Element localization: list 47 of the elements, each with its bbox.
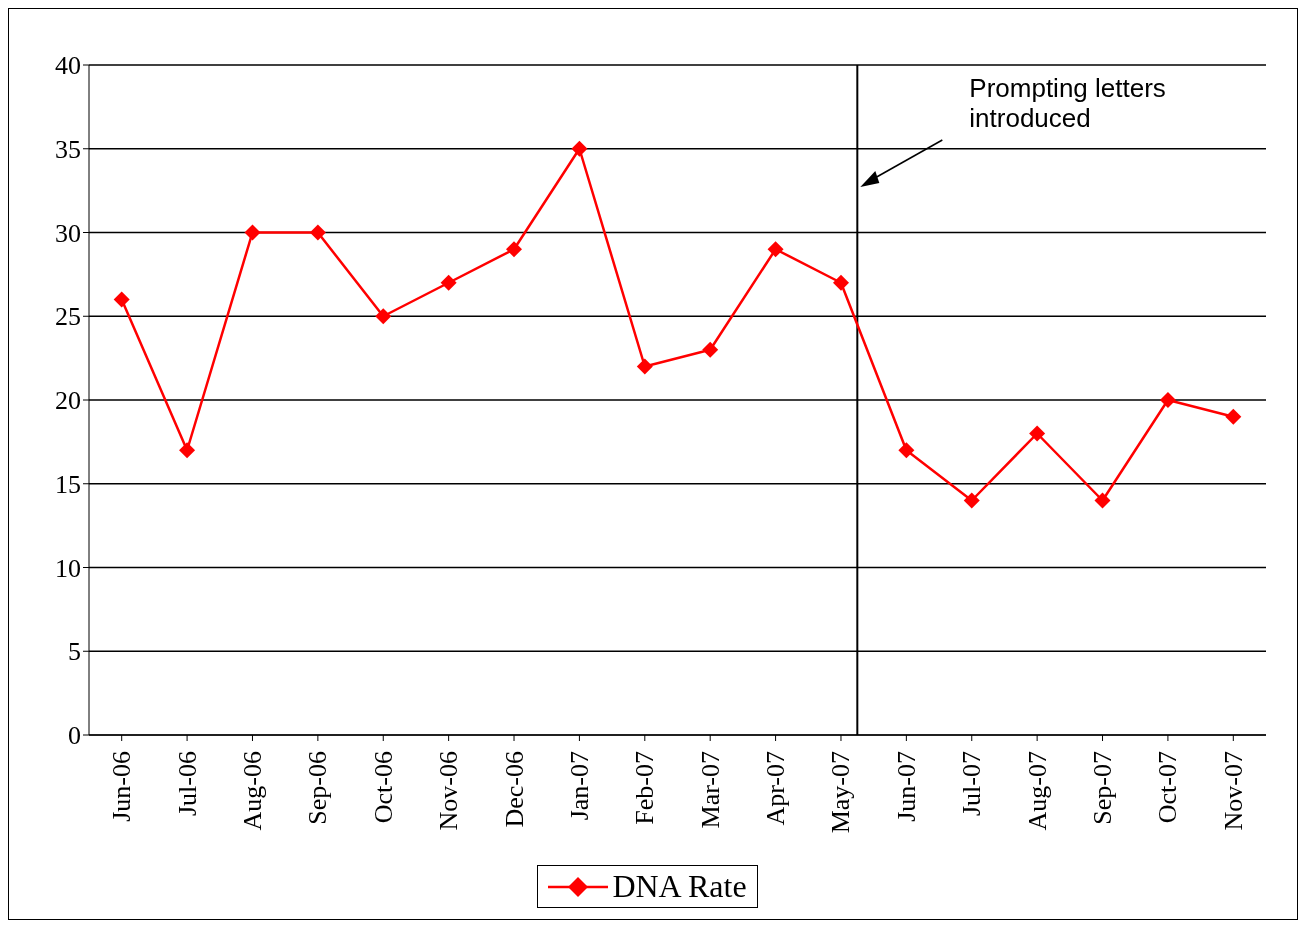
point	[1159, 392, 1176, 408]
x-tick-label: Sep-07	[1088, 751, 1118, 825]
x-tick-label: Jun-07	[891, 751, 921, 822]
x-tick-label: Nov-07	[1218, 751, 1248, 831]
point	[636, 358, 653, 375]
point	[832, 274, 849, 291]
point	[1094, 492, 1111, 509]
x-tick-label: Jul-06	[172, 751, 202, 816]
point	[244, 224, 261, 241]
y-tick-label: 5	[68, 637, 81, 667]
y-tick-label: 35	[55, 134, 81, 164]
y-tick-label: 25	[55, 302, 81, 332]
ref-line-label: Prompting letters introduced	[969, 73, 1166, 133]
x-tick-label: Nov-06	[434, 751, 464, 831]
point	[963, 492, 980, 509]
point	[1225, 408, 1242, 425]
y-tick-label: 0	[68, 721, 81, 751]
x-tick-label: Jun-06	[107, 751, 137, 822]
x-tick-label: Feb-07	[630, 751, 660, 825]
x-tick-label: Sep-06	[303, 751, 333, 825]
point	[440, 274, 457, 291]
y-tick-label: 10	[55, 553, 81, 583]
y-tick-label: 20	[55, 386, 81, 416]
x-tick-label: Apr-07	[761, 751, 791, 826]
x-tick-label: Jan-07	[564, 751, 594, 821]
point	[375, 308, 392, 325]
x-tick-label: Oct-06	[368, 751, 398, 824]
y-tick-label: 40	[55, 51, 81, 81]
point	[309, 224, 326, 241]
point	[506, 241, 523, 258]
legend-label: DNA Rate	[612, 868, 747, 905]
point	[767, 241, 784, 258]
x-tick-label: May-07	[826, 751, 856, 834]
x-tick-label: Aug-07	[1022, 751, 1052, 831]
x-tick-label: Oct-07	[1153, 751, 1183, 824]
point	[702, 341, 719, 358]
y-tick-label: 30	[55, 218, 81, 248]
x-tick-label: Mar-07	[695, 751, 725, 829]
point	[898, 442, 915, 459]
point	[113, 291, 130, 308]
y-tick-label: 15	[55, 469, 81, 499]
point	[1029, 425, 1046, 442]
point	[571, 140, 588, 157]
x-tick-label: Dec-06	[499, 751, 529, 828]
point	[179, 442, 196, 459]
x-tick-label: Aug-06	[237, 751, 267, 831]
x-tick-label: Jul-07	[957, 751, 987, 816]
